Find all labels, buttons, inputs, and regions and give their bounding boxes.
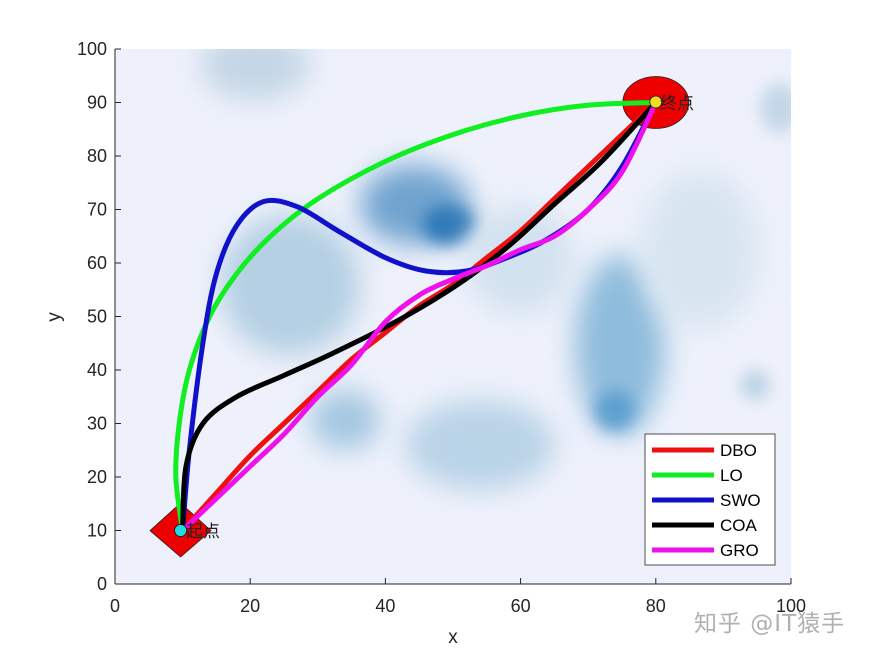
x-tick-label: 20	[240, 596, 260, 616]
y-tick-label: 90	[87, 93, 107, 113]
svg-text:GRO: GRO	[720, 541, 759, 560]
legend-item-dbo: DBO	[652, 441, 757, 460]
plot-area: 起点 终点	[115, 49, 791, 584]
start-label: 起点	[186, 522, 220, 542]
svg-text:SWO: SWO	[720, 491, 761, 510]
x-tick-label: 40	[375, 596, 395, 616]
goal-point-dot	[649, 95, 663, 109]
series-path-gro	[180, 100, 659, 533]
legend-item-coa: COA	[652, 516, 758, 535]
y-tick-label: 40	[87, 360, 107, 380]
y-tick-label: 50	[87, 307, 107, 327]
legend-item-lo: LO	[652, 466, 743, 485]
start-point-dot	[174, 524, 188, 537]
y-tick-label: 0	[97, 574, 107, 594]
y-tick-label: 20	[87, 467, 107, 487]
y-tick-label: 80	[87, 146, 107, 166]
svg-text:COA: COA	[720, 516, 758, 535]
y-tick-label: 60	[87, 253, 107, 273]
series-layer	[173, 100, 659, 533]
x-tick-label: 80	[646, 596, 666, 616]
x-tick-label: 100	[776, 596, 806, 616]
legend-item-gro: GRO	[652, 541, 759, 560]
x-axis-ticks: 0 20 40 60 80 100	[110, 578, 806, 616]
svg-text:LO: LO	[720, 466, 743, 485]
y-axis-label: y	[44, 312, 65, 322]
series-path-lo	[173, 100, 659, 533]
legend: DBO LO SWO COA GRO	[644, 433, 776, 566]
watermark-text: 知乎 @IT猿手	[694, 611, 846, 637]
x-tick-label: 60	[511, 596, 531, 616]
svg-text:DBO: DBO	[720, 441, 757, 460]
legend-item-swo: SWO	[652, 491, 761, 510]
y-tick-label: 10	[87, 521, 107, 541]
y-tick-label: 70	[87, 200, 107, 220]
goal-label: 终点	[660, 94, 694, 114]
series-path-coa	[180, 100, 659, 533]
y-tick-label: 30	[87, 414, 107, 434]
x-axis-label: x	[448, 627, 458, 648]
heatmap-background	[200, 49, 791, 490]
y-axis-ticks: 0 10 20 30 40 50 60 70 80 90 100	[77, 39, 121, 594]
x-tick-label: 0	[110, 596, 120, 616]
y-tick-label: 100	[77, 39, 107, 59]
